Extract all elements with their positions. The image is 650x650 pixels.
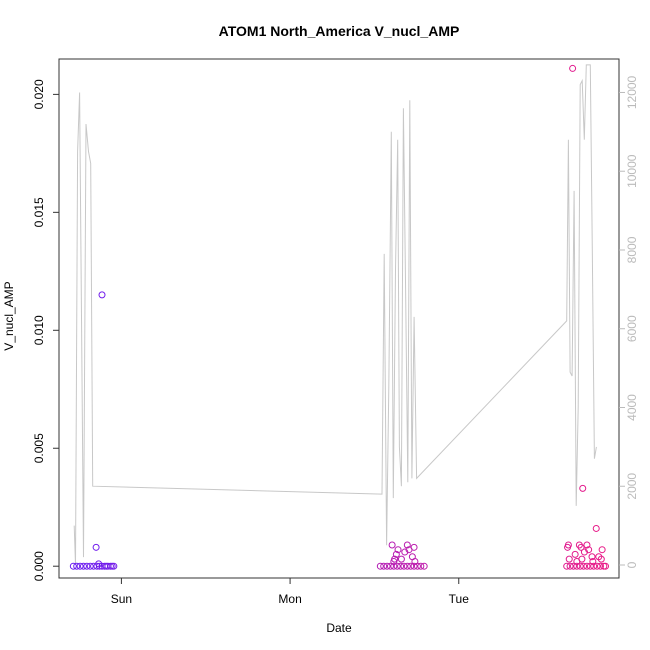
scatter-point: [563, 562, 571, 570]
scatter-point: [390, 562, 398, 570]
y2-tick-label: 2000: [625, 473, 639, 500]
scatter-points-layer: [69, 64, 610, 570]
scatter-point: [578, 555, 586, 563]
scatter-point: [573, 562, 581, 570]
right-axis-line: [73, 64, 597, 566]
axes-layer: 0.000 0.005 0.010 0.015 0.020 0 2000 4000 6000 80…: [32, 58, 639, 606]
scatter-point: [73, 562, 81, 570]
scatter-point: [386, 562, 394, 570]
scatter-point: [110, 562, 118, 570]
x-tick-label: Sun: [111, 592, 132, 606]
scatter-point: [589, 557, 597, 565]
x-tick-label: Tue: [449, 592, 470, 606]
y-tick-label: 0.000: [32, 551, 46, 581]
scatter-point: [397, 562, 405, 570]
scatter-point: [596, 562, 604, 570]
scatter-point: [86, 562, 94, 570]
scatter-point: [69, 562, 77, 570]
y-tick-label: 0.015: [32, 197, 46, 227]
scatter-point: [92, 543, 100, 551]
scatter-point: [566, 562, 574, 570]
scatter-point: [592, 524, 600, 532]
scatter-point: [569, 64, 577, 72]
y2-tick-label: 10000: [625, 154, 639, 188]
y-axis-label: V_nucl_AMP: [2, 281, 16, 350]
scatter-point: [579, 484, 587, 492]
scatter-point: [411, 557, 419, 565]
scatter-point: [569, 562, 577, 570]
scatter-point: [585, 546, 593, 554]
scatter-point: [598, 546, 606, 554]
chart-title: ATOM1 North_America V_nucl_AMP: [219, 23, 460, 39]
scatter-point: [388, 541, 396, 549]
scatter-point: [576, 562, 584, 570]
plot-border: [58, 58, 620, 579]
scatter-point: [394, 546, 402, 554]
scatter-point: [95, 560, 103, 568]
right-axis-line-layer: [73, 64, 597, 566]
scatter-point: [98, 291, 106, 299]
scatter-point: [392, 550, 400, 558]
scatter-point: [376, 562, 384, 570]
scatter-point: [583, 541, 591, 549]
scatter-point: [571, 550, 579, 558]
y-tick-label: 0.010: [32, 315, 46, 345]
y2-tick-label: 4000: [625, 394, 639, 421]
scatter-point: [588, 553, 596, 561]
x-axis-label: Date: [326, 621, 352, 635]
y2-tick-label: 12000: [625, 75, 639, 109]
scatter-point: [403, 562, 411, 570]
scatter-point: [380, 562, 388, 570]
scatter-point: [602, 562, 610, 570]
scatter-point: [420, 562, 428, 570]
scatter-point: [400, 562, 408, 570]
scatter-point: [407, 562, 415, 570]
scatter-point: [79, 562, 87, 570]
y-tick-label: 0.020: [32, 79, 46, 109]
scatter-point: [410, 562, 418, 570]
x-tick-label: Mon: [278, 592, 301, 606]
scatter-point: [383, 562, 391, 570]
y2-tick-label: 6000: [625, 315, 639, 342]
scatter-point: [83, 562, 91, 570]
y2-tick-label: 8000: [625, 236, 639, 263]
scatter-point: [417, 562, 425, 570]
scatter-point: [577, 543, 585, 551]
scatter-point: [397, 555, 405, 563]
scatter-point: [597, 555, 605, 563]
y2-tick-label: 0: [625, 561, 639, 568]
scatter-point: [565, 555, 573, 563]
scatter-point: [580, 562, 588, 570]
scatter-point: [76, 562, 84, 570]
scatter-point: [391, 555, 399, 563]
y-tick-label: 0.005: [32, 433, 46, 463]
scatter-point: [564, 543, 572, 551]
scatter-point: [593, 562, 601, 570]
scatter-point: [410, 543, 418, 551]
scatter-point: [590, 562, 598, 570]
scatter-point: [403, 541, 411, 549]
scatter-point: [583, 562, 591, 570]
scatter-point: [393, 562, 401, 570]
